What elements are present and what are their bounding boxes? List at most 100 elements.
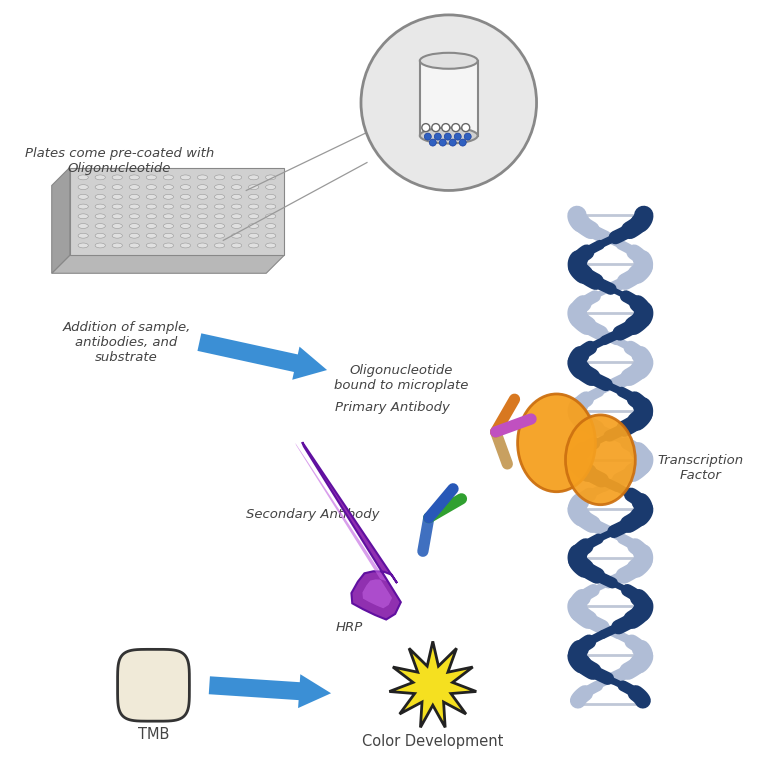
Ellipse shape <box>112 224 122 228</box>
Ellipse shape <box>180 185 190 189</box>
Circle shape <box>434 133 442 140</box>
Ellipse shape <box>197 214 208 219</box>
Text: HRP: HRP <box>335 621 363 634</box>
Circle shape <box>465 133 471 140</box>
Ellipse shape <box>163 224 173 228</box>
Ellipse shape <box>129 185 140 189</box>
Ellipse shape <box>565 415 636 505</box>
Ellipse shape <box>215 233 225 238</box>
Ellipse shape <box>78 194 89 199</box>
Circle shape <box>429 139 436 146</box>
Ellipse shape <box>215 214 225 219</box>
Ellipse shape <box>96 204 105 209</box>
Ellipse shape <box>180 194 190 199</box>
Ellipse shape <box>215 194 225 199</box>
Ellipse shape <box>215 243 225 248</box>
Circle shape <box>422 124 430 131</box>
Ellipse shape <box>517 394 595 492</box>
Ellipse shape <box>163 185 173 189</box>
Text: Primary Antibody: Primary Antibody <box>335 401 450 414</box>
Polygon shape <box>295 443 392 608</box>
Ellipse shape <box>266 214 276 219</box>
Text: Oligonucleotide
bound to microplate: Oligonucleotide bound to microplate <box>334 364 468 392</box>
Ellipse shape <box>146 233 157 238</box>
Ellipse shape <box>96 224 105 228</box>
Text: Secondary Antibody: Secondary Antibody <box>246 508 380 521</box>
Ellipse shape <box>129 224 140 228</box>
Text: TMB: TMB <box>138 727 169 742</box>
Ellipse shape <box>197 185 208 189</box>
Polygon shape <box>197 333 327 380</box>
Circle shape <box>459 139 466 146</box>
Ellipse shape <box>231 243 241 248</box>
Ellipse shape <box>163 175 173 180</box>
Ellipse shape <box>129 175 140 180</box>
Ellipse shape <box>112 175 122 180</box>
Ellipse shape <box>96 194 105 199</box>
Ellipse shape <box>78 233 89 238</box>
FancyBboxPatch shape <box>420 61 478 135</box>
Text: Transcription
Factor: Transcription Factor <box>657 454 743 482</box>
Ellipse shape <box>231 204 241 209</box>
Circle shape <box>361 15 536 190</box>
Polygon shape <box>70 167 284 255</box>
Ellipse shape <box>78 204 89 209</box>
Ellipse shape <box>163 194 173 199</box>
Ellipse shape <box>129 194 140 199</box>
Circle shape <box>455 133 461 140</box>
Ellipse shape <box>266 204 276 209</box>
Ellipse shape <box>197 175 208 180</box>
Ellipse shape <box>197 194 208 199</box>
Ellipse shape <box>146 224 157 228</box>
Ellipse shape <box>180 214 190 219</box>
Ellipse shape <box>129 204 140 209</box>
Polygon shape <box>303 442 401 620</box>
Ellipse shape <box>180 243 190 248</box>
Circle shape <box>442 124 450 131</box>
Ellipse shape <box>266 224 276 228</box>
Ellipse shape <box>129 243 140 248</box>
Ellipse shape <box>248 214 259 219</box>
Circle shape <box>449 139 456 146</box>
Ellipse shape <box>266 233 276 238</box>
Ellipse shape <box>146 175 157 180</box>
Ellipse shape <box>180 175 190 180</box>
Polygon shape <box>52 255 284 274</box>
Circle shape <box>439 139 446 146</box>
Ellipse shape <box>112 185 122 189</box>
Polygon shape <box>52 167 70 274</box>
Ellipse shape <box>78 175 89 180</box>
Ellipse shape <box>163 214 173 219</box>
Ellipse shape <box>163 233 173 238</box>
Ellipse shape <box>146 243 157 248</box>
Ellipse shape <box>248 194 259 199</box>
Ellipse shape <box>146 204 157 209</box>
Ellipse shape <box>266 185 276 189</box>
Ellipse shape <box>112 204 122 209</box>
Ellipse shape <box>96 175 105 180</box>
Ellipse shape <box>248 204 259 209</box>
Circle shape <box>452 124 460 131</box>
Ellipse shape <box>129 233 140 238</box>
Ellipse shape <box>248 243 259 248</box>
Ellipse shape <box>231 233 241 238</box>
Ellipse shape <box>112 214 122 219</box>
Ellipse shape <box>420 53 478 69</box>
Text: Plates come pre-coated with
Oligonucleotide: Plates come pre-coated with Oligonucleot… <box>25 147 214 174</box>
Ellipse shape <box>420 128 478 144</box>
Polygon shape <box>390 641 476 727</box>
Ellipse shape <box>248 233 259 238</box>
Ellipse shape <box>231 185 241 189</box>
Polygon shape <box>118 649 189 721</box>
Ellipse shape <box>96 243 105 248</box>
Text: Addition of sample,
antibodies, and
substrate: Addition of sample, antibodies, and subs… <box>63 321 191 364</box>
Ellipse shape <box>146 214 157 219</box>
Ellipse shape <box>112 243 122 248</box>
Ellipse shape <box>96 214 105 219</box>
Ellipse shape <box>163 204 173 209</box>
Ellipse shape <box>96 233 105 238</box>
Ellipse shape <box>231 194 241 199</box>
Ellipse shape <box>231 175 241 180</box>
Ellipse shape <box>78 185 89 189</box>
Ellipse shape <box>231 214 241 219</box>
